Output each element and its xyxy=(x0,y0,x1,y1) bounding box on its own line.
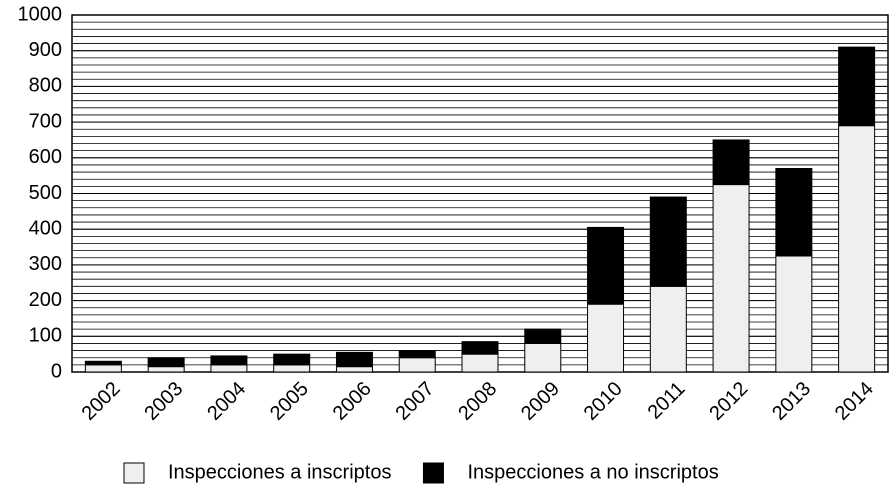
bar-segment xyxy=(649,196,687,287)
bar-segment xyxy=(524,328,562,344)
bar-segment xyxy=(587,303,625,373)
y-tick-label: 800 xyxy=(29,75,62,97)
x-tick-label: 2012 xyxy=(705,378,752,425)
x-tick-label: 2008 xyxy=(454,378,501,425)
bar-segment xyxy=(775,168,813,257)
bar-segment xyxy=(587,226,625,305)
x-tick-label: 2011 xyxy=(644,378,690,424)
bar-segment xyxy=(712,184,750,373)
legend-label: Inspecciones a inscriptos xyxy=(168,461,391,483)
x-tick-label: 2005 xyxy=(266,378,313,425)
legend-swatch xyxy=(123,462,145,484)
bar-segment xyxy=(147,357,185,368)
x-tick-label: 2006 xyxy=(329,378,376,425)
y-tick-label: 400 xyxy=(29,217,62,239)
bar-segment xyxy=(210,364,248,373)
bar-segment xyxy=(461,353,499,373)
x-tick-label: 2007 xyxy=(391,378,438,425)
bar-segment xyxy=(210,355,248,366)
bar-segment xyxy=(84,360,122,366)
x-tick-label: 2003 xyxy=(140,378,187,425)
y-tick-label: 1000 xyxy=(18,3,63,25)
x-tick-label: 2014 xyxy=(831,378,878,425)
legend-swatch xyxy=(422,462,444,484)
y-tick-label: 900 xyxy=(29,39,62,61)
bar-segment xyxy=(649,285,687,373)
bar-segment xyxy=(461,341,499,355)
y-tick-label: 200 xyxy=(29,289,62,311)
bar-segment xyxy=(335,351,373,368)
x-tick-label: 2002 xyxy=(78,378,125,425)
bar-segment xyxy=(84,364,122,373)
bar-segment xyxy=(273,353,311,366)
bar-segment xyxy=(398,350,436,359)
bar-segment xyxy=(775,255,813,373)
bar-segment xyxy=(273,364,311,373)
y-tick-label: 700 xyxy=(29,110,62,132)
y-tick-label: 500 xyxy=(29,182,62,204)
bar-segment xyxy=(838,125,876,373)
bar-segment xyxy=(398,357,436,373)
legend-label: Inspecciones a no inscriptos xyxy=(467,461,718,483)
y-tick-label: 0 xyxy=(51,360,62,382)
y-tick-label: 600 xyxy=(29,146,62,168)
x-tick-label: 2009 xyxy=(517,378,564,425)
x-tick-label: 2013 xyxy=(768,378,815,425)
x-tick-label: 2010 xyxy=(580,378,627,425)
bar-segment xyxy=(838,46,876,127)
bar-segment xyxy=(712,139,750,186)
y-tick-label: 100 xyxy=(29,325,62,347)
x-tick-label: 2004 xyxy=(203,378,250,425)
bar-segment xyxy=(524,342,562,373)
y-tick-label: 300 xyxy=(29,253,62,275)
bar-segment xyxy=(335,366,373,373)
bar-segment xyxy=(147,366,185,373)
